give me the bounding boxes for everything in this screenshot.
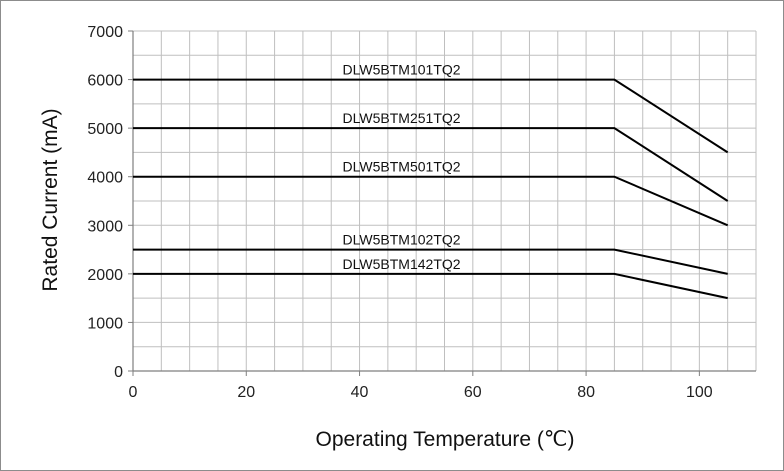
y-tick-label: 1000: [87, 315, 123, 332]
y-tick-label: 7000: [87, 24, 123, 41]
x-tick-label: 80: [577, 384, 595, 401]
series-label: DLW5BTM251TQ2: [343, 110, 461, 126]
y-tick-label: 4000: [87, 170, 123, 187]
series-line: [133, 175, 729, 227]
series-label: DLW5BTM501TQ2: [343, 159, 461, 175]
y-tick-label: 6000: [87, 73, 123, 90]
series-line: [133, 272, 728, 300]
x-axis-title: Operating Temperature (℃): [316, 428, 575, 451]
y-tick-label: 2000: [87, 267, 123, 284]
series-label: DLW5BTM101TQ2: [343, 62, 461, 78]
series-labels: DLW5BTM101TQ2 DLW5BTM251TQ2 DLW5BTM501TQ2 D…: [343, 62, 461, 272]
x-tick-label: 0: [129, 384, 138, 401]
series-lines: [133, 78, 729, 300]
series-line: [133, 127, 729, 202]
series-line: [133, 78, 729, 154]
x-tick-label: 20: [237, 384, 255, 401]
y-tick-label: 5000: [87, 121, 123, 138]
axes: 0 1000 2000 3000 4000 5000 6000 7000 0 20 40 60 80 10…: [87, 24, 756, 401]
y-tick-label: 0: [114, 364, 123, 381]
x-tick-label: 100: [686, 384, 713, 401]
series-label: DLW5BTM102TQ2: [343, 232, 461, 248]
y-tick-label: 3000: [87, 218, 123, 235]
series-label: DLW5BTM142TQ2: [343, 256, 461, 272]
y-axis-title: Rated Current (mA): [39, 108, 62, 291]
series-line: [133, 248, 728, 275]
x-tick-label: 40: [351, 384, 369, 401]
x-tick-label: 60: [464, 384, 482, 401]
